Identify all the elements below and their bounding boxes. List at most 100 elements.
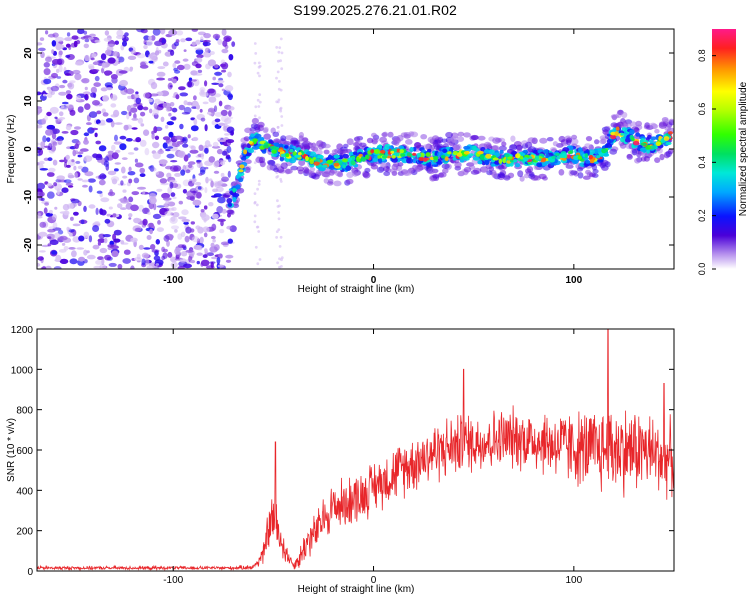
noise-mark [155, 239, 160, 245]
ridge-mark [284, 145, 289, 149]
ridge-mark [621, 111, 628, 119]
noise-mark [202, 41, 211, 47]
noise-mark [170, 261, 178, 268]
ridge-mark [571, 134, 578, 140]
noise-mark [164, 211, 173, 216]
ridge-mark [227, 202, 233, 207]
snr-y-label: SNR (10 * v/v) [6, 418, 17, 482]
noise-mark [107, 150, 114, 155]
noise-mark [62, 79, 68, 84]
noise-mark [113, 229, 122, 236]
noise-mark [193, 73, 203, 76]
noise-mark [178, 200, 183, 205]
ridge-mark [285, 153, 290, 158]
noise-mark [83, 43, 90, 49]
ridge-mark [570, 170, 578, 176]
noise-mark [58, 84, 66, 89]
noise-mark [84, 171, 94, 177]
noise-mark [163, 235, 170, 242]
noise-mark [187, 134, 191, 139]
noise-mark [213, 170, 220, 174]
noise-mark [75, 160, 81, 164]
ridge-mark [552, 141, 559, 147]
noise-mark [39, 168, 49, 171]
noise-mark [158, 159, 168, 165]
noise-mark [150, 244, 156, 250]
noise-mark [104, 156, 110, 163]
ridge-mark [445, 131, 453, 138]
ridge-mark [645, 144, 651, 150]
noise-mark [152, 108, 159, 116]
noise-mark [143, 247, 151, 250]
noise-mark [174, 229, 178, 233]
noise-mark [84, 103, 91, 110]
ridge-mark [577, 172, 584, 179]
ridge-mark [565, 137, 573, 143]
ridge-mark [463, 145, 471, 150]
ridge-mark [346, 171, 354, 178]
ridge-mark [238, 177, 244, 183]
noise-mark [255, 225, 259, 229]
noise-mark [113, 238, 121, 243]
noise-mark [196, 159, 202, 163]
noise-mark [227, 238, 233, 244]
noise-mark [133, 147, 139, 151]
noise-mark [227, 106, 235, 111]
noise-mark [91, 39, 95, 43]
ridge-mark [610, 134, 617, 140]
noise-mark [170, 116, 177, 121]
ridge-mark [271, 149, 278, 154]
noise-mark [83, 249, 88, 256]
ridge-mark [335, 170, 343, 177]
noise-mark [64, 73, 71, 76]
noise-mark [37, 212, 41, 217]
noise-mark [280, 51, 284, 55]
ridge-mark [399, 149, 405, 154]
y-tick-label: 400 [16, 486, 33, 497]
noise-mark [131, 127, 138, 130]
noise-mark [149, 108, 153, 114]
noise-mark [44, 202, 49, 206]
noise-mark [183, 263, 192, 269]
noise-mark [217, 196, 226, 204]
noise-mark [114, 168, 119, 172]
noise-mark [151, 132, 155, 140]
noise-mark [124, 32, 129, 37]
noise-mark [156, 77, 166, 81]
ridge-mark [289, 148, 294, 153]
noise-mark [122, 40, 127, 47]
noise-mark [110, 94, 118, 101]
ridge-mark [629, 121, 637, 127]
noise-mark [78, 256, 86, 262]
noise-mark [41, 244, 50, 248]
ridge-mark [309, 159, 315, 165]
noise-mark [66, 226, 70, 232]
ridge-mark [391, 155, 396, 159]
noise-mark [73, 203, 77, 207]
noise-mark [86, 122, 92, 126]
noise-mark [255, 203, 259, 207]
noise-mark [181, 218, 190, 223]
noise-mark [190, 221, 195, 225]
noise-mark [209, 51, 215, 55]
noise-mark [37, 142, 41, 146]
noise-mark [61, 131, 69, 134]
noise-mark [171, 107, 178, 113]
noise-mark [108, 262, 117, 267]
snr-x-label: Height of straight line (km) [298, 584, 415, 595]
ridge-mark [468, 153, 474, 157]
noise-mark [65, 182, 74, 186]
ridge-mark [602, 129, 609, 135]
ridge-mark [285, 168, 293, 174]
noise-mark [182, 58, 189, 62]
ridge-mark [510, 135, 516, 142]
noise-mark [190, 145, 196, 151]
noise-mark [229, 130, 234, 136]
noise-mark [221, 150, 228, 156]
noise-mark [147, 35, 153, 41]
noise-mark [185, 169, 191, 174]
ridge-mark [578, 147, 583, 153]
noise-mark [44, 115, 48, 121]
noise-mark [253, 61, 257, 65]
noise-mark [186, 81, 194, 88]
